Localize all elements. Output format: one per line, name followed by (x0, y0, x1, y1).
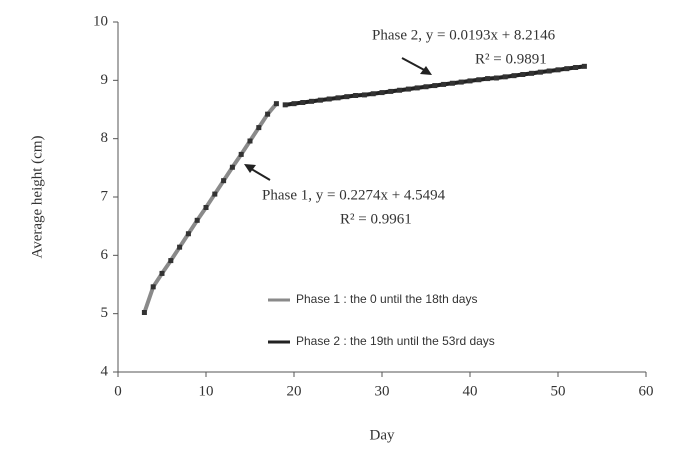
data-point (414, 85, 420, 91)
y-tick-label: 5 (101, 305, 109, 321)
y-tick-label: 4 (101, 363, 109, 379)
data-point (212, 191, 218, 197)
data-point (423, 84, 429, 90)
data-point (273, 101, 279, 107)
data-point (150, 284, 156, 290)
annotation: R² = 0.9961 (340, 211, 412, 227)
data-point (361, 92, 367, 98)
data-point (203, 205, 209, 210)
x-axis-label: Day (370, 427, 395, 443)
x-tick-label: 40 (463, 383, 478, 399)
data-point (335, 95, 341, 101)
data-point (221, 178, 227, 184)
data-point (511, 73, 517, 79)
data-point (476, 77, 482, 83)
legend-label: Phase 1 : the 0 until the 18th days (296, 292, 477, 306)
data-point (388, 88, 394, 94)
data-point (458, 79, 464, 85)
data-point (177, 244, 183, 250)
data-point (405, 86, 411, 92)
x-tick-label: 20 (287, 383, 302, 399)
data-point (564, 66, 570, 72)
data-point (317, 97, 323, 103)
data-point (432, 83, 438, 89)
data-point (520, 72, 526, 77)
y-tick-label: 8 (101, 130, 109, 146)
data-point (229, 164, 235, 170)
data-point (546, 68, 552, 74)
data-point (555, 67, 561, 73)
data-point (326, 96, 332, 102)
data-point (344, 94, 350, 100)
data-point (581, 63, 587, 69)
x-tick-label: 60 (639, 383, 654, 399)
y-tick-label: 7 (101, 188, 109, 204)
data-point (370, 91, 376, 97)
data-point (238, 151, 244, 157)
data-point (397, 87, 403, 93)
data-point (449, 80, 455, 86)
data-point (159, 270, 165, 276)
data-point (185, 231, 191, 237)
data-point (379, 90, 385, 96)
data-point (537, 69, 543, 75)
data-point (485, 76, 491, 82)
arrow-head (420, 66, 432, 75)
x-tick-label: 10 (199, 383, 214, 399)
arrow-head (244, 164, 256, 173)
data-point (529, 70, 535, 76)
annotation: Phase 1, y = 0.2274x + 4.5494 (262, 187, 446, 203)
data-point (493, 75, 499, 81)
data-point (265, 111, 271, 117)
data-point (282, 102, 288, 108)
data-point (309, 98, 315, 104)
annotation: R² = 0.9891 (475, 51, 547, 67)
x-tick-label: 30 (375, 383, 390, 399)
data-point (502, 74, 508, 80)
y-tick-label: 9 (101, 72, 109, 88)
data-point (168, 258, 174, 264)
data-point (291, 101, 297, 107)
data-point (441, 81, 447, 87)
data-point (353, 93, 359, 98)
x-tick-label: 50 (551, 383, 566, 399)
y-tick-label: 6 (101, 247, 109, 263)
legend-label: Phase 2 : the 19th until the 53rd days (296, 334, 495, 348)
x-tick-label: 0 (114, 383, 122, 399)
data-point (256, 125, 262, 131)
y-tick-label: 10 (93, 13, 108, 29)
data-point (573, 65, 579, 70)
data-point (467, 78, 473, 84)
y-axis-label: Average height (cm) (29, 135, 45, 258)
annotation: Phase 2, y = 0.0193x + 8.2146 (372, 27, 556, 43)
data-point (300, 100, 306, 105)
data-point (141, 310, 147, 315)
series-line (142, 102, 278, 314)
data-point (247, 138, 253, 144)
data-point (194, 217, 200, 223)
